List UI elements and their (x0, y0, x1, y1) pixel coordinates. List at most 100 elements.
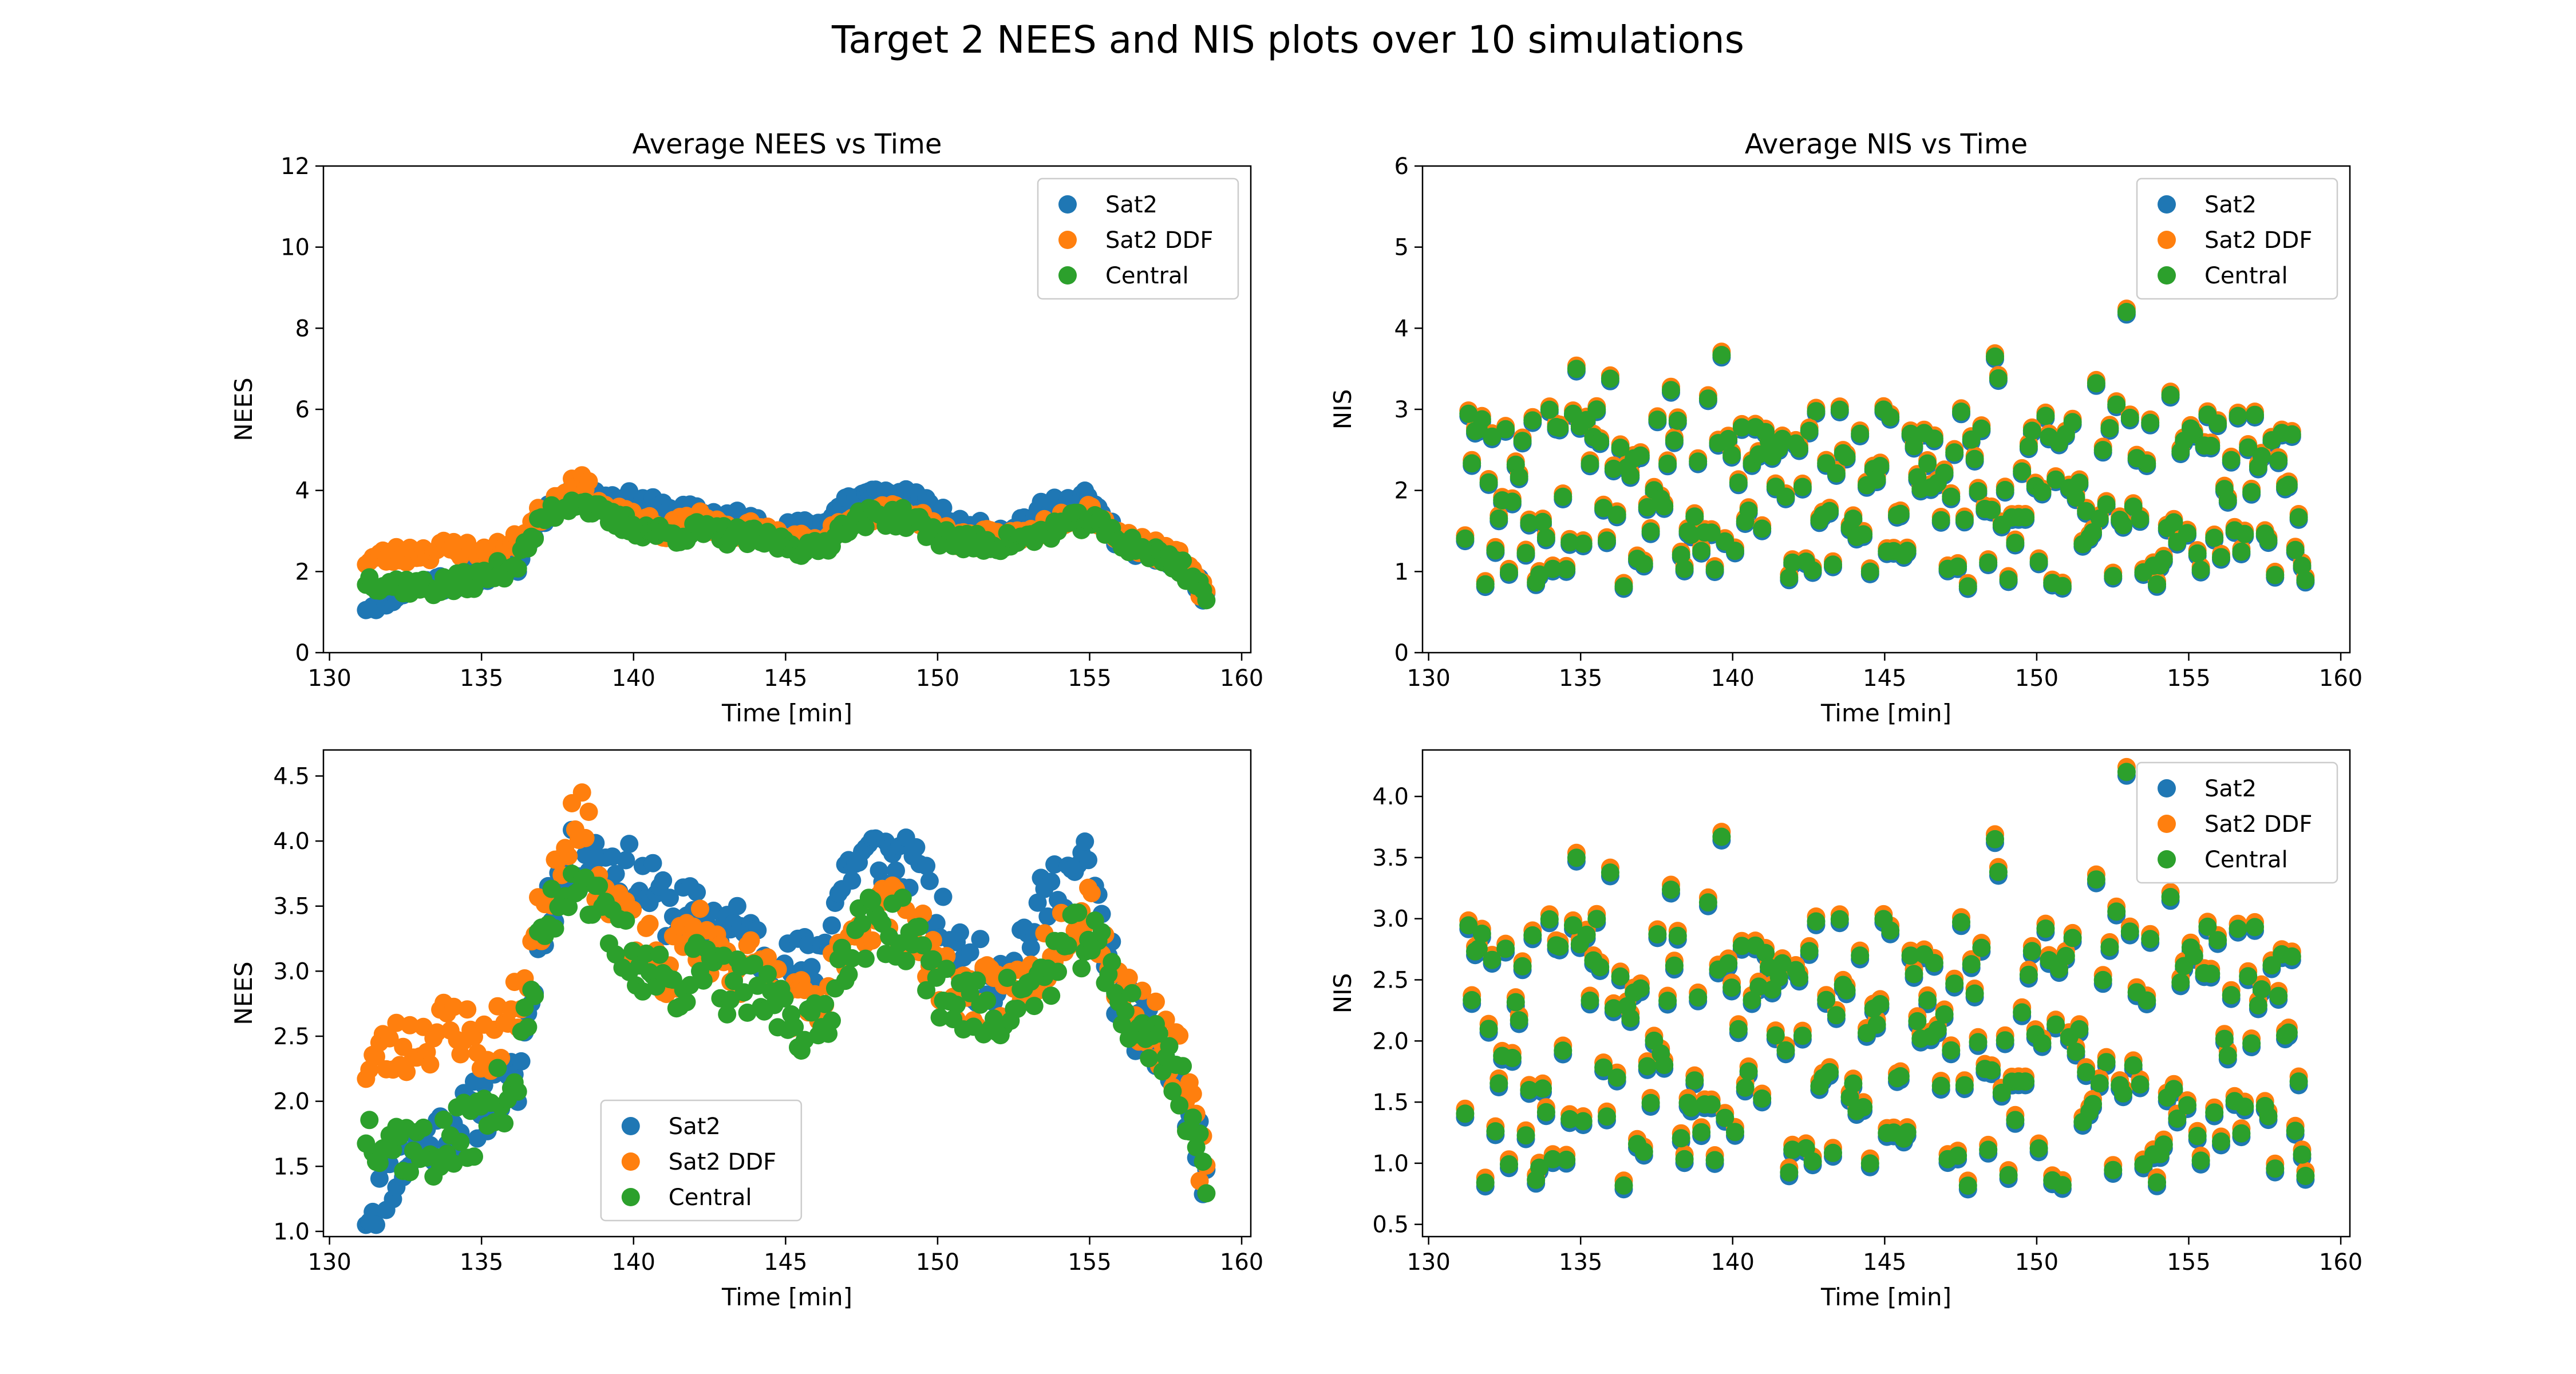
point-sat2 (1042, 872, 1061, 891)
point-central (2107, 902, 2126, 921)
y-tick-label: 4 (295, 478, 310, 504)
point-sat2-ddf (380, 1029, 399, 1048)
point-central (2033, 1034, 2052, 1053)
y-tick-label: 4.0 (1372, 784, 1409, 810)
subplot-4: 130 135 140 145 150 155 160 0.5 1.0 1.5 2.0 2.5 3.0 3… (1329, 749, 2362, 1311)
legend-box (2136, 761, 2338, 884)
point-central (2056, 946, 2075, 965)
y-tick-label: 3 (1394, 397, 1409, 423)
point-central (2212, 1132, 2230, 1151)
point-central (1780, 1163, 1799, 1182)
point-central (1999, 1166, 2018, 1185)
point-central (1049, 962, 1067, 981)
point-central (2070, 473, 2089, 492)
point-central (1958, 577, 1977, 596)
point-central (2202, 965, 2221, 983)
point-central (1469, 939, 1488, 958)
point-central (2006, 1111, 2025, 1130)
point-central (2222, 986, 2241, 1005)
point-central (1820, 1063, 1839, 1081)
point-central (1965, 449, 1984, 468)
point-central (1982, 500, 2001, 519)
point-central (1456, 529, 1475, 548)
point-central (384, 1140, 402, 1159)
legend-label: Sat2 (2204, 192, 2257, 218)
point-central (2239, 967, 2258, 986)
point-central (2242, 483, 2261, 502)
point-central (1776, 487, 1795, 506)
point-central (1820, 502, 1839, 520)
point-central (2117, 763, 2136, 781)
legend-label: Sat2 (669, 1114, 721, 1140)
point-central (401, 1163, 419, 1182)
point-central (1534, 512, 1552, 531)
point-sat2 (961, 943, 979, 962)
point-central (1069, 903, 1088, 922)
point-central (1655, 1056, 1674, 1075)
point-central (2124, 1056, 2143, 1075)
point-central (1648, 410, 1667, 429)
point-central (1918, 991, 1937, 1010)
point-central (758, 965, 777, 984)
point-central (694, 971, 713, 990)
point-central (1729, 473, 1748, 492)
legend-marker (621, 1188, 640, 1206)
y-tick-label: 2.0 (273, 1089, 310, 1115)
legend-marker (1058, 231, 1077, 249)
y-tick-label: 2 (295, 559, 310, 585)
point-central (1722, 445, 1741, 464)
legend-label: Central (1105, 263, 1189, 289)
point-central (1931, 1076, 1950, 1095)
x-tick-label: 155 (1068, 1249, 1111, 1276)
point-central (2053, 577, 2072, 595)
subplot-1: 130 135 140 145 150 155 160 0 2 4 6 8 10 12 Time [min]… (230, 128, 1263, 727)
point-central (1496, 939, 1515, 958)
point-central (1598, 531, 1616, 550)
y-tick-label: 6 (1394, 153, 1409, 180)
point-central (1800, 421, 1819, 440)
y-tick-label: 3.0 (1372, 906, 1409, 933)
point-central (650, 945, 669, 964)
point-central (2148, 1173, 2166, 1192)
point-central (590, 876, 609, 895)
point-central (1675, 1150, 1694, 1168)
point-central (2282, 947, 2301, 966)
y-tick-label: 3.5 (1372, 845, 1409, 871)
point-central (1776, 1041, 1795, 1060)
point-central (1790, 968, 1808, 987)
point-central (1607, 506, 1626, 524)
point-central (1611, 439, 1630, 457)
point-central (2084, 1095, 2102, 1114)
point-central (998, 969, 1017, 987)
point-sat2-ddf (579, 472, 598, 491)
point-central (2141, 413, 2160, 432)
point-central (1550, 418, 1569, 437)
point-central (1634, 1142, 1653, 1161)
legend: Sat2 Sat2 DDF Central (2136, 177, 2338, 300)
point-central (785, 1017, 804, 1036)
point-central (2161, 385, 2180, 404)
subplot-3: 130 135 140 145 150 155 160 1.0 1.5 2.0 2.5 3.0 3.5 4… (230, 749, 1263, 1311)
point-sat2-ddf (397, 1063, 416, 1081)
point-central (2289, 1072, 2308, 1091)
point-central (1194, 1152, 1212, 1171)
y-axis-label: NIS (1329, 389, 1357, 429)
point-central (1979, 553, 1998, 572)
point-central (1520, 514, 1539, 532)
point-central (2252, 980, 2271, 999)
point-central (2154, 1135, 2173, 1154)
point-central (1817, 990, 1836, 1009)
point-central (1726, 542, 1744, 560)
point-central (1668, 926, 1687, 945)
point-central (488, 1059, 507, 1077)
point-central (1675, 559, 1694, 578)
point-central (2093, 441, 2112, 460)
point-central (1550, 937, 1569, 956)
point-central (839, 965, 858, 984)
y-tick-label: 0 (1394, 640, 1409, 666)
point-sat2 (887, 861, 905, 880)
point-central (526, 986, 544, 1005)
point-central (2205, 1103, 2224, 1122)
y-tick-label: 2.5 (273, 1024, 310, 1050)
point-central (1103, 953, 1121, 972)
